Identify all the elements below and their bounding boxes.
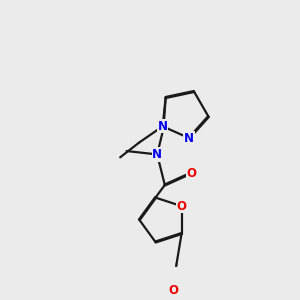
Text: O: O [186,167,196,180]
Text: N: N [158,120,168,133]
Text: O: O [163,299,173,300]
Text: N: N [184,132,194,145]
Text: O: O [168,284,178,297]
Text: O: O [177,200,187,213]
Text: N: N [152,148,162,161]
